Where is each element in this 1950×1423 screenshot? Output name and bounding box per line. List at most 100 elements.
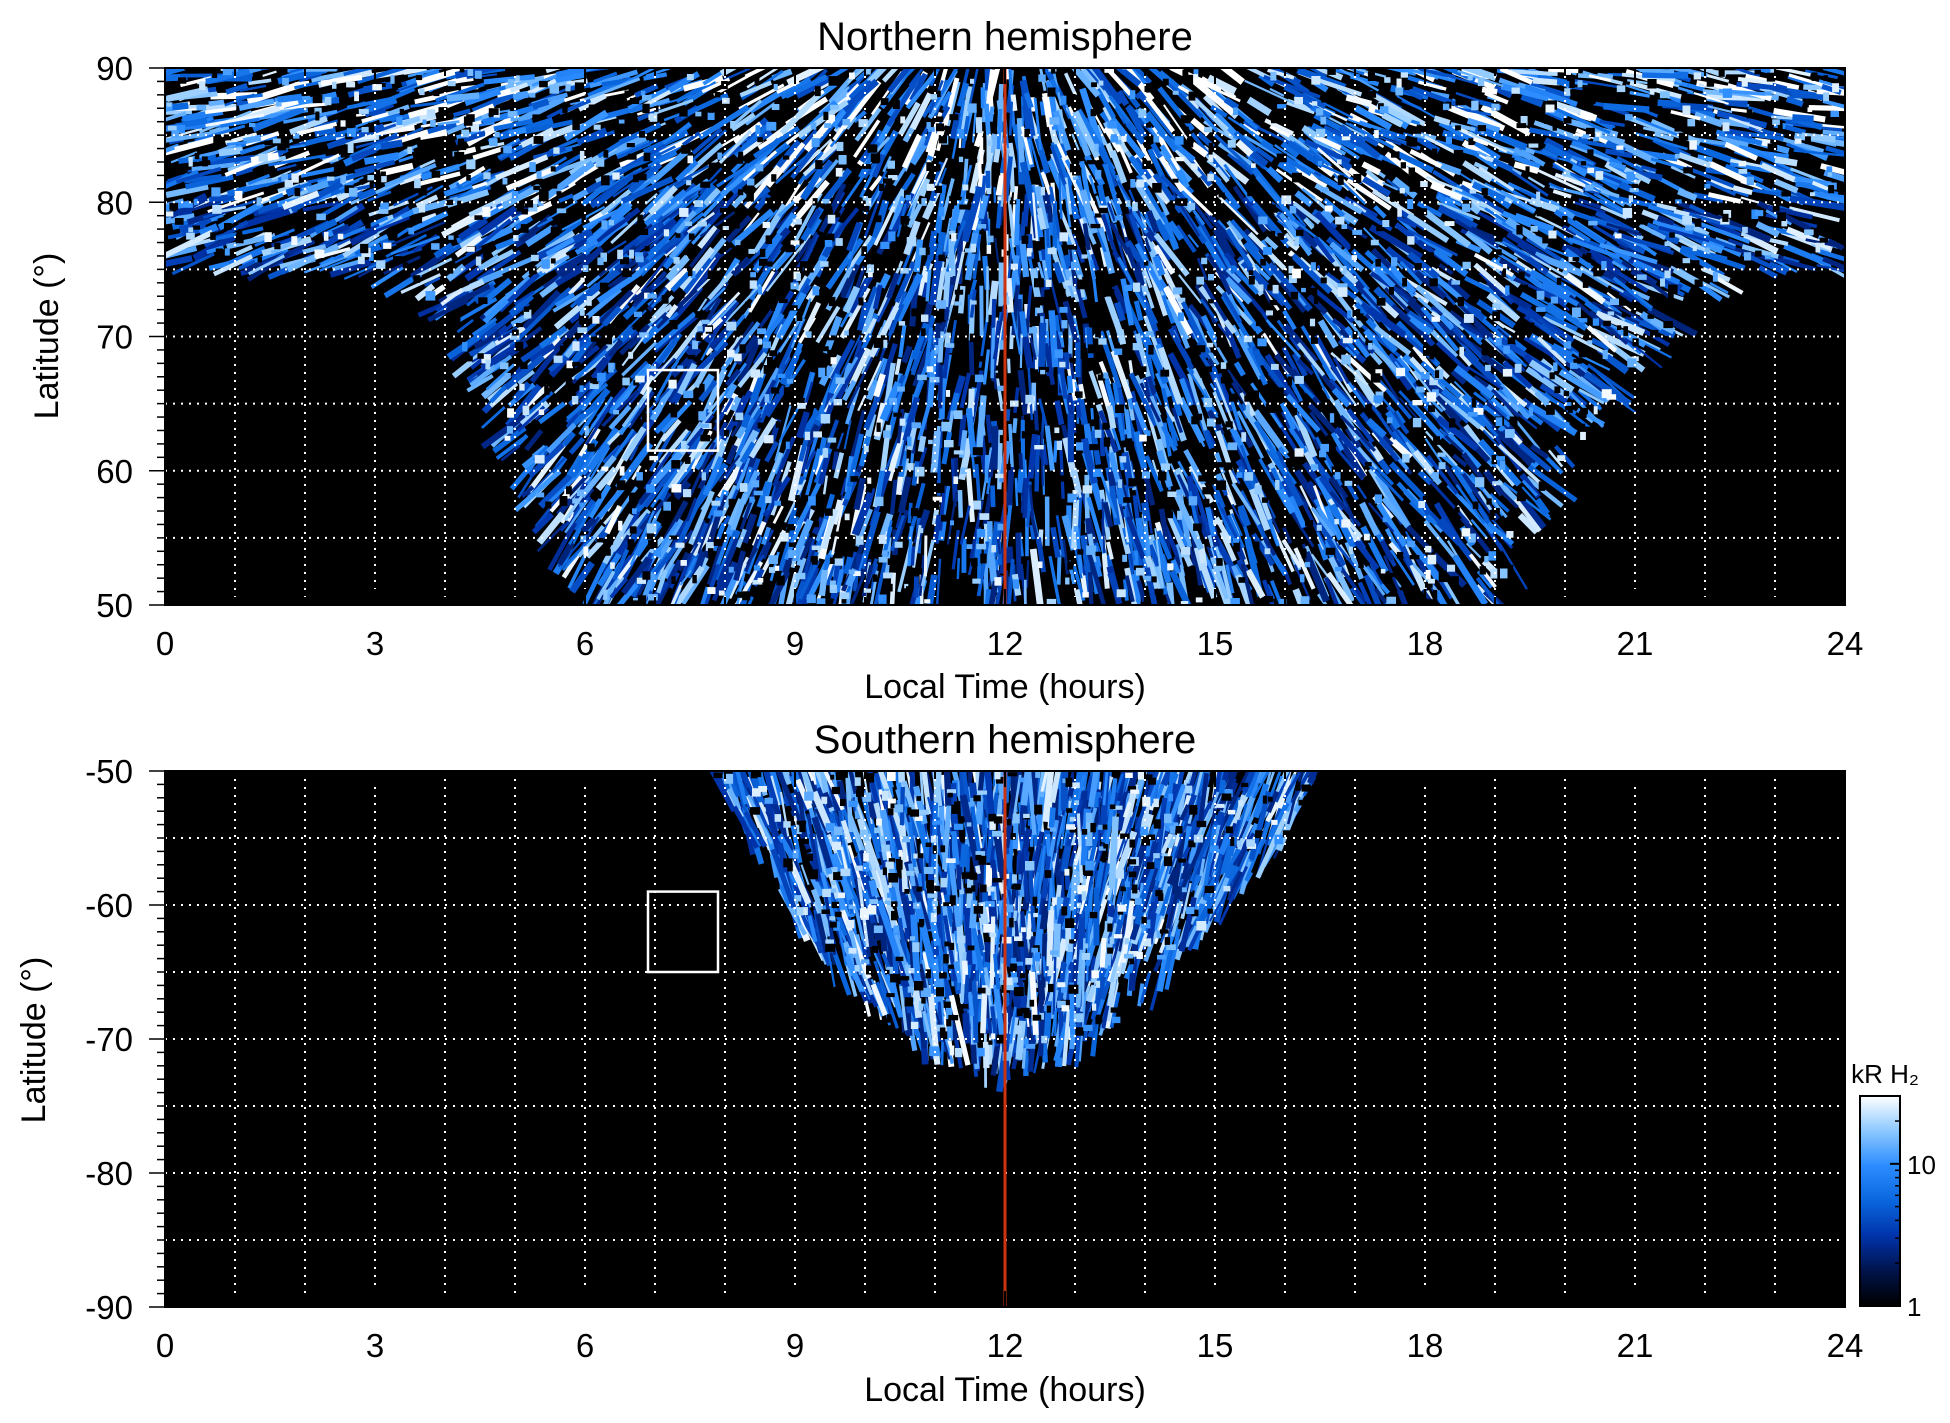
north-emission-pixel — [1469, 189, 1477, 194]
north-emission-streak — [1035, 537, 1047, 573]
north-emission-streak — [650, 288, 668, 309]
north-emission-streak — [1511, 153, 1541, 170]
north-emission-pixel — [1154, 588, 1164, 595]
north-emission-streak — [577, 525, 605, 558]
north-emission-pixel — [1277, 232, 1285, 240]
north-emission-pixel — [624, 90, 635, 96]
north-emission-streak — [1433, 115, 1451, 126]
north-emission-pixel — [988, 235, 994, 243]
north-emission-pixel — [1188, 496, 1198, 506]
north-emission-streak — [283, 109, 338, 124]
north-emission-streak — [1785, 96, 1804, 108]
north-emission-streak — [1043, 343, 1056, 386]
north-emission-pixel — [574, 82, 585, 91]
north-emission-streak — [702, 187, 721, 207]
north-emission-pixel — [1481, 348, 1489, 356]
north-emission-streak — [1254, 146, 1275, 163]
north-emission-pixel — [775, 421, 781, 428]
north-emission-streak — [678, 256, 717, 306]
north-emission-streak — [1225, 267, 1242, 284]
north-emission-streak — [1052, 440, 1058, 463]
north-emission-streak — [1679, 245, 1728, 264]
north-emission-pixel — [670, 404, 680, 411]
north-emission-pixel — [892, 259, 899, 268]
north-emission-streak — [1205, 506, 1217, 537]
north-emission-streak — [512, 381, 532, 402]
north-emission-streak — [875, 470, 885, 500]
north-emission-streak — [1670, 109, 1701, 121]
north-emission-streak — [184, 174, 222, 184]
north-emission-pixel — [1668, 284, 1678, 294]
north-emission-pixel — [840, 592, 850, 600]
north-emission-streak — [269, 192, 284, 202]
north-emission-pixel — [1275, 387, 1284, 396]
north-emission-pixel — [757, 137, 763, 143]
north-emission-streak — [476, 249, 522, 283]
north-emission-pixel — [1457, 296, 1464, 307]
north-emission-streak — [586, 446, 611, 486]
north-emission-pixel — [1546, 405, 1555, 415]
north-emission-streak — [1624, 337, 1663, 369]
north-emission-streak — [682, 253, 716, 294]
north-emission-streak — [853, 477, 866, 511]
north-emission-streak — [857, 360, 883, 412]
north-emission-pixel — [789, 542, 795, 547]
north-emission-streak — [1109, 221, 1130, 255]
north-emission-pixel — [499, 362, 509, 370]
north-emission-streak — [1541, 148, 1559, 160]
north-emission-streak — [1360, 563, 1386, 596]
north-emission-streak — [1516, 243, 1550, 267]
north-emission-pixel — [960, 350, 969, 356]
north-emission-streak — [1570, 138, 1623, 168]
north-emission-streak — [828, 68, 864, 104]
north-emission-pixel — [1104, 68, 1114, 73]
north-emission-pixel — [165, 211, 174, 217]
north-emission-streak — [1048, 555, 1062, 605]
north-emission-pixel — [457, 200, 462, 209]
north-emission-streak — [1247, 340, 1286, 391]
north-emission-streak — [1170, 559, 1181, 575]
north-emission-pixel — [1021, 235, 1029, 244]
north-emission-streak — [1707, 192, 1742, 204]
north-emission-streak — [1407, 251, 1440, 280]
north-emission-streak — [1502, 404, 1541, 451]
north-emission-streak — [894, 358, 902, 376]
north-emission-pixel — [1331, 266, 1340, 275]
north-emission-streak — [1349, 586, 1367, 605]
north-emission-streak — [685, 497, 698, 522]
north-emission-pixel — [605, 548, 611, 556]
north-emission-streak — [238, 98, 275, 111]
north-emission-pixel — [1037, 561, 1043, 569]
north-emission-pixel — [1506, 531, 1514, 538]
north-emission-streak — [1128, 155, 1146, 177]
north-emission-pixel — [1572, 257, 1580, 262]
north-emission-streak — [353, 216, 411, 241]
north-emission-streak — [913, 239, 924, 273]
north-emission-pixel — [545, 387, 550, 395]
north-emission-streak — [1136, 138, 1153, 165]
north-emission-streak — [702, 456, 724, 497]
north-emission-pixel — [1603, 320, 1611, 326]
north-emission-pixel — [1505, 285, 1510, 296]
north-emission-streak — [654, 559, 683, 605]
north-emission-streak — [1656, 214, 1675, 227]
north-emission-pixel — [1341, 354, 1351, 365]
north-emission-pixel — [977, 224, 987, 229]
north-emission-streak — [1555, 107, 1611, 135]
north-emission-pixel — [1530, 226, 1538, 232]
north-emission-streak — [889, 479, 898, 515]
north-emission-pixel — [1471, 100, 1479, 111]
north-emission-pixel — [1142, 160, 1152, 169]
north-emission-streak — [1210, 172, 1241, 210]
north-emission-pixel — [586, 296, 592, 306]
north-emission-streak — [1716, 134, 1749, 147]
north-emission-pixel — [1263, 246, 1273, 255]
north-emission-pixel — [976, 529, 986, 538]
north-emission-pixel — [820, 261, 829, 267]
north-emission-pixel — [945, 390, 951, 397]
north-emission-streak — [849, 347, 872, 387]
north-emission-streak — [1241, 121, 1261, 138]
north-emission-streak — [165, 138, 217, 156]
north-emission-pixel — [694, 200, 703, 207]
north-emission-streak — [1081, 216, 1097, 246]
